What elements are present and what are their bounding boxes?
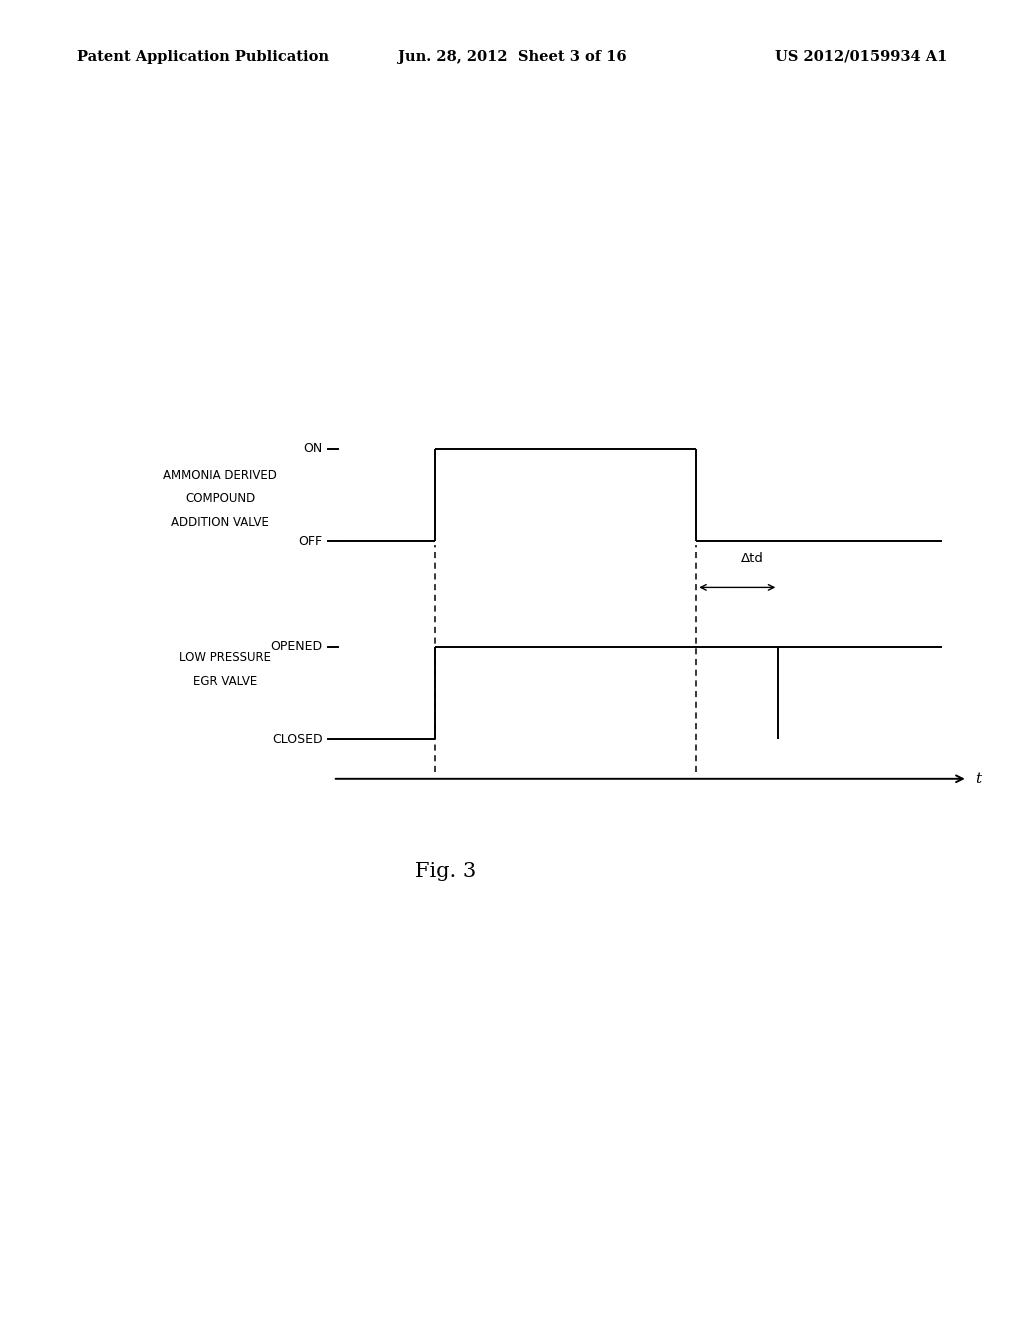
Text: ADDITION VALVE: ADDITION VALVE (171, 516, 269, 529)
Text: Fig. 3: Fig. 3 (415, 862, 476, 880)
Text: US 2012/0159934 A1: US 2012/0159934 A1 (775, 50, 947, 63)
Text: EGR VALVE: EGR VALVE (194, 675, 257, 688)
Text: Δtd: Δtd (741, 552, 764, 565)
Text: t: t (975, 772, 981, 785)
Text: AMMONIA DERIVED: AMMONIA DERIVED (163, 469, 278, 482)
Text: LOW PRESSURE: LOW PRESSURE (179, 651, 271, 664)
Text: Patent Application Publication: Patent Application Publication (77, 50, 329, 63)
Text: CLOSED: CLOSED (272, 733, 323, 746)
Text: COMPOUND: COMPOUND (185, 492, 255, 506)
Text: OFF: OFF (298, 535, 323, 548)
Text: ON: ON (303, 442, 323, 455)
Text: OPENED: OPENED (270, 640, 323, 653)
Text: Jun. 28, 2012  Sheet 3 of 16: Jun. 28, 2012 Sheet 3 of 16 (397, 50, 627, 63)
